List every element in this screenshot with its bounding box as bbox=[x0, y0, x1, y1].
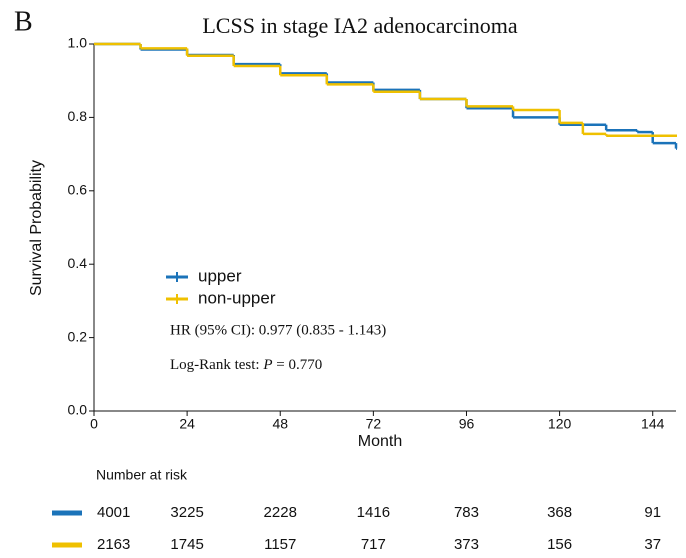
risk-count: 717 bbox=[361, 536, 386, 553]
legend-label: non-upper bbox=[198, 288, 276, 307]
x-tick-label: 48 bbox=[272, 416, 288, 432]
y-tick-label: 0.0 bbox=[68, 402, 88, 418]
y-tick-label: 0.6 bbox=[68, 182, 88, 198]
x-tick-label: 24 bbox=[179, 416, 195, 432]
chart-title: LCSS in stage IA2 adenocarcinoma bbox=[202, 13, 517, 38]
risk-count: 1745 bbox=[170, 536, 203, 553]
logrank-text: Log-Rank test: bbox=[170, 357, 263, 373]
x-tick-label: 144 bbox=[641, 416, 665, 432]
x-tick-label: 0 bbox=[90, 416, 98, 432]
hr-annotation: HR (95% CI): 0.977 (0.835 - 1.143) bbox=[170, 322, 386, 338]
x-tick-label: 96 bbox=[459, 416, 475, 432]
y-tick-label: 0.4 bbox=[68, 255, 88, 271]
risk-count: 2228 bbox=[264, 504, 297, 521]
p-symbol: P bbox=[262, 357, 272, 373]
logrank-annotation: Log-Rank test: P = 0.770 bbox=[170, 357, 322, 373]
risk-count: 4001 bbox=[97, 504, 130, 521]
risk-count: 1416 bbox=[357, 504, 390, 521]
x-tick-label: 120 bbox=[548, 416, 572, 432]
risk-table-title: Number at risk bbox=[96, 467, 188, 483]
y-axis-label: Survival Probability bbox=[28, 160, 45, 296]
risk-count: 3225 bbox=[170, 504, 203, 521]
risk-count: 368 bbox=[547, 504, 572, 521]
risk-count: 156 bbox=[547, 536, 572, 553]
panel-label: B bbox=[14, 6, 33, 37]
y-tick-label: 0.8 bbox=[68, 108, 88, 124]
y-tick-label: 0.2 bbox=[68, 328, 88, 344]
risk-count: 91 bbox=[644, 504, 661, 521]
risk-count: 2163 bbox=[97, 536, 130, 553]
x-tick-label: 72 bbox=[366, 416, 382, 432]
risk-count: 783 bbox=[454, 504, 479, 521]
risk-count: 1157 bbox=[264, 536, 296, 553]
x-axis-label: Month bbox=[358, 433, 402, 450]
legend-label: upper bbox=[198, 266, 242, 285]
risk-count: 373 bbox=[454, 536, 479, 553]
risk-count: 37 bbox=[644, 536, 661, 553]
y-tick-label: 1.0 bbox=[68, 35, 88, 51]
p-value: = 0.770 bbox=[273, 357, 323, 373]
